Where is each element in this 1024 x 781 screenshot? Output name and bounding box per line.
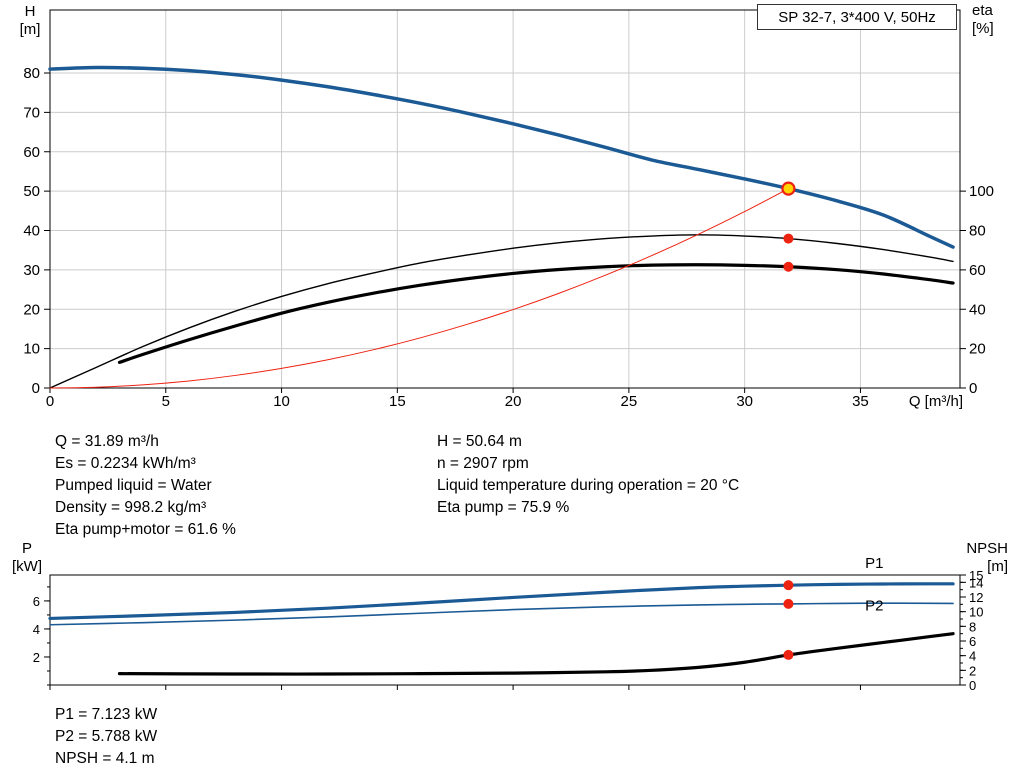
duty-info-right-column: H = 50.64 m n = 2907 rpm Liquid temperat… — [437, 431, 977, 541]
stat-npsh: NPSH = 4.1 m — [55, 750, 155, 767]
svg-text:50: 50 — [23, 183, 40, 200]
series-system-curve — [49, 188, 789, 389]
axes — [44, 574, 966, 690]
svg-text:14: 14 — [969, 575, 983, 590]
power-npsh-info: P1 = 7.123 kW P2 = 5.788 kW NPSH = 4.1 m — [55, 704, 157, 770]
stat-liquid-temperature: Liquid temperature during operation = 20… — [437, 477, 740, 494]
svg-text:20: 20 — [505, 393, 522, 410]
svg-text:10: 10 — [273, 393, 290, 410]
duty-point — [781, 181, 796, 196]
svg-text:30: 30 — [736, 393, 753, 410]
left-axis-title: P — [22, 543, 32, 557]
svg-text:40: 40 — [23, 223, 40, 240]
svg-text:0: 0 — [969, 380, 977, 397]
curve-point — [783, 261, 794, 272]
svg-text:4: 4 — [969, 649, 976, 664]
curve-label-p1: P1 — [865, 555, 883, 572]
right-axis-title: [%] — [972, 20, 994, 37]
series-eta-pump — [49, 234, 954, 389]
stat-eta-pump-motor: Eta pump+motor = 61.6 % — [55, 521, 236, 538]
series-p2-power — [49, 602, 954, 626]
pump-model-label: SP 32-7, 3*400 V, 50Hz — [757, 4, 957, 30]
stat-flow: Q = 31.89 m³/h — [55, 433, 159, 450]
series-npsh-curve — [117, 632, 955, 676]
gridlines — [50, 10, 960, 388]
svg-text:5: 5 — [162, 393, 170, 410]
svg-text:20: 20 — [23, 301, 40, 318]
svg-text:15: 15 — [969, 568, 983, 583]
curve-point — [783, 598, 794, 609]
curve-point — [783, 233, 794, 244]
stat-density: Density = 998.2 kg/m³ — [55, 499, 207, 516]
svg-text:8: 8 — [969, 619, 976, 634]
axes — [44, 9, 966, 393]
x-axis-title: Q [m³/h] — [909, 393, 963, 410]
svg-text:4: 4 — [33, 622, 40, 637]
right-axis-title: [m] — [987, 558, 1008, 575]
right-axis-title: NPSH — [966, 543, 1008, 557]
pump-model-text: SP 32-7, 3*400 V, 50Hz — [778, 8, 936, 26]
head-efficiency-chart: 0 5 10 15 20 25 30 35 0 10 20 30 40 50 60 70 80 0 20 40 60 80… — [20, 2, 994, 410]
svg-text:60: 60 — [23, 144, 40, 161]
svg-text:2: 2 — [33, 650, 40, 665]
svg-text:2: 2 — [969, 663, 976, 678]
series-p1-power — [48, 582, 955, 621]
svg-text:40: 40 — [969, 301, 986, 318]
svg-text:10: 10 — [969, 605, 983, 620]
svg-text:60: 60 — [969, 262, 986, 279]
svg-text:20: 20 — [969, 341, 986, 358]
svg-text:0: 0 — [46, 393, 54, 410]
svg-text:12: 12 — [969, 590, 983, 605]
svg-text:35: 35 — [852, 393, 869, 410]
svg-text:0: 0 — [32, 380, 40, 397]
svg-text:10: 10 — [23, 341, 40, 358]
series-eta-pump-plus-motor — [117, 263, 955, 365]
stat-pumped-liquid: Pumped liquid = Water — [55, 477, 212, 494]
stat-eta-pump: Eta pump = 75.9 % — [437, 499, 570, 516]
right-axis-title: eta — [972, 2, 994, 19]
axis-tick-labels: 0 5 10 15 20 25 30 35 0 10 20 30 40 50 60 70 80 0 20 40 60 80… — [20, 2, 994, 410]
curve-point — [783, 580, 794, 591]
svg-text:30: 30 — [23, 262, 40, 279]
stat-p1: P1 = 7.123 kW — [55, 706, 158, 723]
svg-text:80: 80 — [23, 65, 40, 82]
stat-speed: n = 2907 rpm — [437, 455, 529, 472]
left-axis-title: H — [25, 3, 36, 20]
stat-specific-energy: Es = 0.2234 kWh/m³ — [55, 455, 196, 472]
svg-text:6: 6 — [969, 634, 976, 649]
svg-text:0: 0 — [969, 678, 976, 693]
series-head-curve-h-q — [48, 65, 955, 249]
duty-point-info: Q = 31.89 m³/h Es = 0.2234 kWh/m³ Pumped… — [55, 431, 977, 541]
svg-text:100: 100 — [969, 183, 994, 200]
svg-text:70: 70 — [23, 104, 40, 121]
stat-p2: P2 = 5.788 kW — [55, 728, 158, 745]
stat-head: H = 50.64 m — [437, 433, 522, 450]
left-axis-title: [kW] — [12, 558, 42, 575]
curve-point — [783, 649, 794, 660]
svg-text:80: 80 — [969, 223, 986, 240]
left-axis-title: [m] — [20, 21, 41, 38]
svg-text:15: 15 — [389, 393, 406, 410]
duty-info-left-column: Q = 31.89 m³/h Es = 0.2234 kWh/m³ Pumped… — [55, 431, 437, 541]
svg-text:25: 25 — [621, 393, 638, 410]
curve-label-p2: P2 — [865, 598, 883, 615]
svg-text:6: 6 — [33, 594, 40, 609]
